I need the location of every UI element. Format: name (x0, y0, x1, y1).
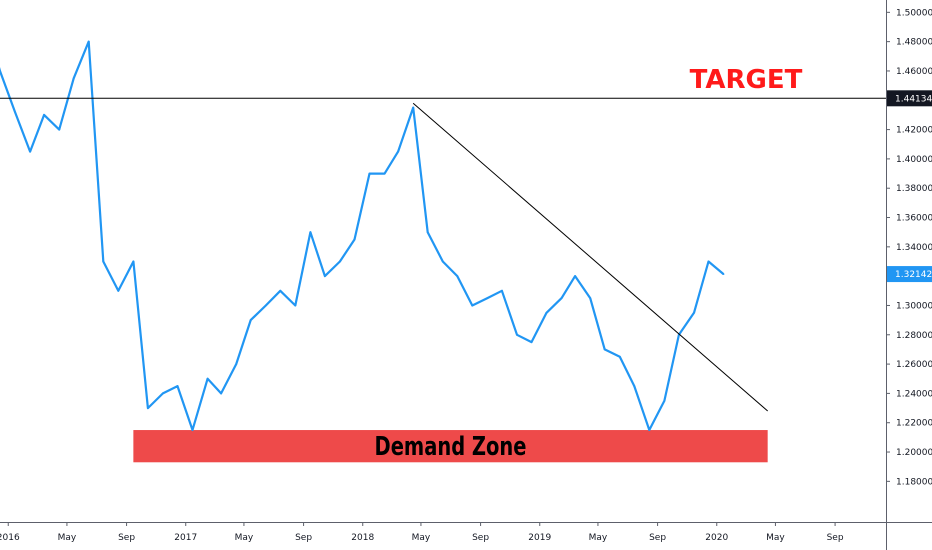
x-tick-label: May (412, 533, 431, 543)
data-point (412, 106, 415, 109)
x-tick-label: Sep (118, 533, 135, 543)
data-point (707, 260, 710, 263)
last-price-tag-bg (887, 266, 932, 283)
data-point (501, 289, 503, 292)
data-point (176, 385, 179, 387)
y-tick-label: 1.46000 (896, 67, 932, 77)
data-point (220, 392, 223, 395)
data-point (87, 40, 90, 43)
data-point (279, 289, 282, 292)
data-point (191, 429, 194, 431)
data-point (324, 275, 326, 277)
data-point (147, 407, 149, 409)
data-point (353, 238, 356, 241)
data-point (162, 392, 164, 395)
data-point (560, 297, 563, 299)
data-point (397, 150, 399, 153)
data-point (471, 304, 474, 307)
data-point (633, 385, 636, 387)
overlay-layer: TARGET (0, 65, 886, 412)
target-price-tag-label: 1.44134 (895, 94, 932, 104)
data-point (648, 429, 651, 431)
x-tick-label: May (235, 533, 254, 543)
x-tick-label: Sep (472, 533, 489, 543)
data-point (29, 150, 31, 153)
x-tick-label: 2016 (0, 533, 20, 543)
data-point (132, 260, 135, 263)
x-tick-label: 2019 (528, 533, 551, 543)
data-point (426, 231, 429, 234)
demand-zone-layer: Demand Zone (133, 430, 768, 463)
x-tick-label: May (766, 533, 785, 543)
data-point (722, 273, 725, 275)
y-tick-label: 1.22000 (896, 419, 932, 429)
data-point (117, 289, 120, 292)
y-tick-label: 1.34000 (896, 243, 932, 253)
data-point (14, 111, 16, 113)
y-tick-label: 1.26000 (896, 360, 932, 370)
x-tick-label: May (58, 533, 77, 543)
y-tick-label: 1.42000 (896, 126, 932, 136)
data-point (618, 355, 621, 358)
y-tick-label: 1.28000 (896, 331, 932, 341)
data-point (43, 114, 45, 116)
data-point (58, 128, 61, 131)
data-point (441, 260, 444, 263)
data-point (530, 341, 533, 343)
data-point (294, 304, 297, 307)
data-point (545, 311, 548, 314)
y-tick-label: 1.38000 (896, 184, 932, 194)
y-tick-label: 1.20000 (896, 448, 932, 458)
data-point (235, 363, 238, 365)
data-point (383, 172, 386, 175)
demand-zone-rect (133, 430, 768, 463)
data-point (0, 70, 1, 72)
target-annotation: TARGET (690, 65, 803, 95)
x-tick-label: 2018 (351, 533, 374, 543)
trendline (412, 102, 769, 412)
data-point (693, 311, 695, 314)
x-tick-label: Sep (827, 533, 844, 543)
data-point (574, 275, 576, 277)
x-tick-label: Sep (295, 533, 312, 543)
data-point (589, 297, 592, 299)
y-tick-label: 1.24000 (896, 389, 932, 399)
y-tick-label: 1.48000 (896, 38, 932, 48)
data-point (102, 260, 105, 263)
data-point (603, 348, 606, 351)
data-point (339, 260, 341, 263)
price-series-line (0, 40, 725, 432)
data-point (456, 275, 459, 277)
data-point (309, 231, 312, 234)
y-tick-label: 1.50000 (896, 8, 932, 18)
target-price-tag-bg (887, 90, 932, 107)
last-price-tag-label: 1.32142 (895, 270, 932, 280)
y-tick-label: 1.40000 (896, 155, 932, 165)
y-tick-label: 1.36000 (896, 214, 932, 224)
data-point (368, 172, 371, 175)
data-point (516, 333, 518, 336)
data-point (206, 377, 209, 380)
x-tick-label: 2017 (174, 533, 197, 543)
data-point (663, 399, 666, 402)
data-point (72, 77, 75, 80)
demand-zone-label: Demand Zone (375, 432, 527, 462)
data-point (486, 297, 489, 299)
x-tick-label: Sep (649, 533, 666, 543)
x-tick-label: 2020 (705, 533, 728, 543)
data-point (264, 304, 267, 307)
y-tick-label: 1.18000 (896, 477, 932, 487)
data-point (249, 319, 252, 321)
y-tick-label: 1.30000 (896, 301, 932, 311)
price-tags: 1.44134 1.32142 (887, 90, 932, 283)
series-layer (0, 40, 725, 432)
x-tick-label: May (589, 533, 608, 543)
